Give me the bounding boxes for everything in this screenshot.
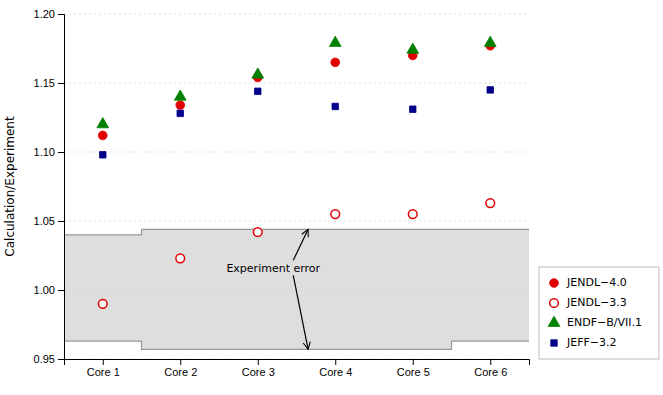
grid-line	[64, 83, 529, 84]
point	[408, 210, 417, 219]
y-tick-label: 1.10	[34, 146, 55, 158]
legend-symbol	[548, 316, 560, 326]
x-tick-label: Core 4	[319, 366, 352, 378]
y-tick-mark	[58, 83, 64, 84]
x-tick-mark	[335, 359, 336, 365]
y-tick: 1.20	[34, 8, 64, 20]
plot-area	[64, 36, 529, 349]
grid-line	[64, 14, 529, 15]
x-tick: Core 1	[87, 359, 120, 378]
annotation-text: Experiment error	[226, 262, 320, 275]
y-tick: 1.15	[34, 77, 64, 89]
x-tick-mark	[490, 359, 491, 365]
point	[177, 110, 183, 116]
y-axis: 0.95 1.00 1.05 1.10 1.15 1.20	[34, 8, 65, 365]
point	[484, 36, 496, 46]
series	[97, 36, 496, 128]
legend-frame	[539, 267, 659, 359]
point	[176, 101, 185, 110]
y-tick-label: 1.15	[34, 77, 55, 89]
x-tick: Core 3	[242, 359, 275, 378]
legend-label: JEFF−3.2	[566, 336, 617, 349]
point	[407, 43, 419, 53]
point	[329, 36, 341, 46]
band-upper-line	[64, 229, 529, 235]
y-tick-mark	[58, 359, 64, 360]
x-axis-line	[65, 360, 530, 366]
series	[100, 87, 494, 158]
point	[486, 199, 495, 208]
legend-symbol	[550, 279, 559, 288]
x-axis: Core 1 Core 2 Core 3 Core 4 Core 5 Core 6	[65, 359, 530, 378]
plot-root: Core 1 Core 2 Core 3 Core 4 Core 5 Core 6 0.95…	[3, 8, 530, 378]
y-tick-label: 1.00	[34, 284, 55, 296]
point	[253, 228, 262, 237]
legend-item: JENDL−3.3	[550, 296, 627, 309]
chart: Core 1 Core 2 Core 3 Core 4 Core 5 Core 6 0.95…	[0, 0, 663, 395]
x-tick-mark	[413, 359, 414, 365]
x-tick: Core 4	[319, 359, 352, 378]
y-tick-label: 1.20	[34, 8, 55, 20]
point	[100, 152, 106, 158]
grid	[64, 14, 529, 359]
legend-label: ENDF−B/VII.1	[567, 316, 642, 329]
x-tick: Core 2	[164, 359, 197, 378]
point	[252, 68, 264, 78]
y-tick-label: 1.05	[34, 215, 55, 227]
band-lower-line	[64, 341, 529, 349]
y-tick: 1.00	[34, 284, 64, 296]
legend-item: JEFF−3.2	[551, 336, 617, 349]
y-tick-label: 0.95	[34, 353, 55, 365]
x-tick: Core 6	[474, 359, 507, 378]
grid-line	[64, 221, 529, 222]
x-tick-label: Core 2	[164, 366, 197, 378]
y-axis-title: Calculation/Experiment	[3, 116, 17, 257]
point	[176, 254, 185, 263]
point	[487, 87, 493, 93]
legend-item: ENDF−B/VII.1	[548, 316, 642, 329]
point	[97, 118, 109, 128]
y-tick-mark	[58, 290, 64, 291]
x-tick-label: Core 1	[87, 366, 120, 378]
y-tick-mark	[58, 152, 64, 153]
series	[98, 41, 494, 139]
grid-line	[64, 152, 529, 153]
annotation: Experiment error	[226, 229, 320, 349]
x-tick-mark	[103, 359, 104, 365]
point	[98, 299, 107, 308]
chart-container: Core 1 Core 2 Core 3 Core 4 Core 5 Core 6 0.95…	[0, 0, 663, 395]
point	[410, 106, 416, 112]
x-tick: Core 5	[397, 359, 430, 378]
point	[331, 210, 340, 219]
x-tick-label: Core 3	[242, 366, 275, 378]
y-tick: 0.95	[34, 353, 64, 365]
y-axis-line	[58, 15, 65, 360]
point	[174, 90, 186, 100]
point	[331, 58, 340, 67]
error-band	[64, 229, 529, 349]
legend-item: JENDL−4.0	[550, 276, 627, 289]
annotation-arrow	[293, 229, 308, 260]
annotation-arrow	[293, 275, 308, 349]
legend-label: JENDL−3.3	[566, 296, 627, 309]
x-tick-label: Core 5	[397, 366, 430, 378]
y-tick-mark	[58, 14, 64, 15]
x-tick-mark	[180, 359, 181, 365]
y-tick: 1.05	[34, 215, 64, 227]
x-tick-label: Core 6	[474, 366, 507, 378]
legend: JENDL−4.0 JENDL−3.3 ENDF−B/VII.1 JEFF−3.2	[539, 267, 659, 359]
legend-symbol	[551, 340, 557, 346]
point	[98, 131, 107, 140]
x-tick-mark	[258, 359, 259, 365]
y-tick-mark	[58, 221, 64, 222]
point	[255, 88, 261, 94]
legend-label: JENDL−4.0	[566, 276, 627, 289]
y-tick: 1.10	[34, 146, 64, 158]
point	[332, 103, 338, 109]
legend-symbol	[550, 299, 559, 308]
